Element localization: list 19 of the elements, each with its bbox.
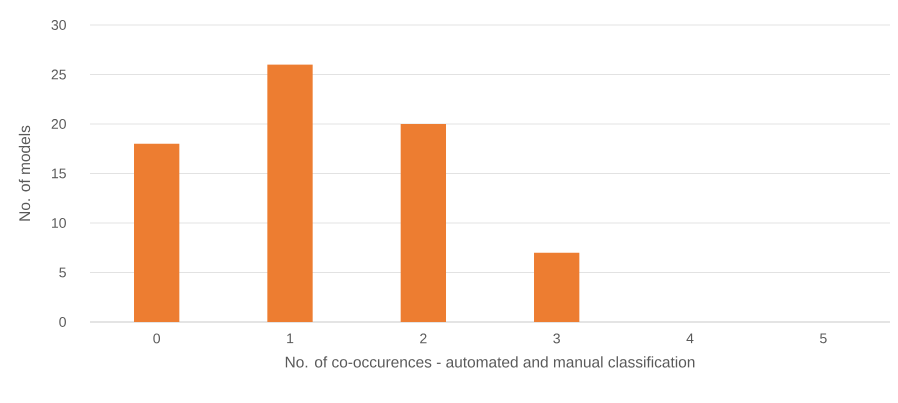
y-tick-label: 0 bbox=[59, 317, 66, 327]
y-tick-label: 25 bbox=[52, 70, 66, 80]
y-axis-title: No. of models bbox=[18, 126, 30, 221]
x-tick-label: 5 bbox=[820, 334, 827, 344]
bar bbox=[134, 144, 180, 322]
x-tick-label: 0 bbox=[153, 334, 160, 344]
x-tick-label: 4 bbox=[686, 334, 694, 344]
y-tick-label: 10 bbox=[52, 218, 66, 228]
y-tick-label: 15 bbox=[52, 168, 66, 178]
bar bbox=[267, 64, 313, 322]
x-axis-title: No. of co-occurences - automated and manual classification bbox=[286, 356, 694, 368]
x-tick-label: 3 bbox=[553, 334, 560, 344]
bar bbox=[400, 124, 446, 322]
y-tick-label: 5 bbox=[59, 268, 66, 278]
x-tick-label: 2 bbox=[420, 334, 427, 344]
y-tick-label: 30 bbox=[52, 20, 66, 30]
x-tick-label: 1 bbox=[287, 334, 294, 344]
y-tick-label: 20 bbox=[52, 119, 66, 129]
bar bbox=[534, 252, 580, 322]
